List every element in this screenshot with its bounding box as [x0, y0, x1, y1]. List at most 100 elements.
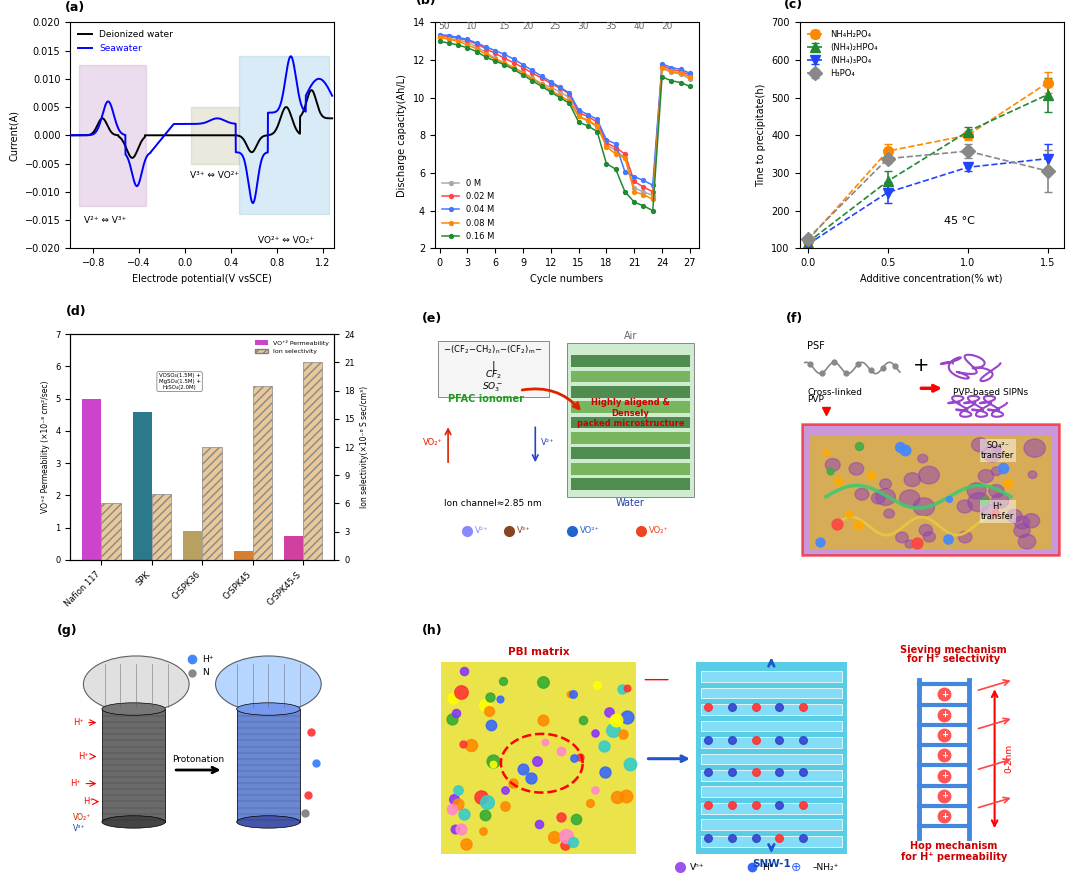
0.02 M — [646, 186, 659, 197]
Text: $\mathdefault{-(CF_2\!-\!CH_2)_n\!-\!(CF_2)_m\!-}$: $\mathdefault{-(CF_2\!-\!CH_2)_n\!-\!(CF… — [443, 343, 543, 356]
0 M — [461, 37, 474, 47]
0 M — [443, 33, 456, 44]
Text: Ion channel≈2.85 nm: Ion channel≈2.85 nm — [444, 499, 542, 508]
Text: H⁺: H⁺ — [78, 752, 89, 761]
0.02 M — [599, 138, 612, 148]
Text: H⁺: H⁺ — [70, 779, 81, 788]
0 M — [684, 73, 697, 84]
Bar — [701, 770, 842, 780]
Circle shape — [978, 469, 994, 483]
Circle shape — [1024, 439, 1045, 457]
0.02 M — [516, 63, 529, 73]
Line: Seawater: Seawater — [70, 56, 333, 203]
Line: Deionized water: Deionized water — [70, 90, 333, 158]
0.16 M — [619, 186, 632, 197]
Text: (b): (b) — [416, 0, 437, 7]
0.04 M — [563, 88, 576, 98]
Text: 20: 20 — [522, 22, 534, 31]
Line: 0.08 M: 0.08 M — [437, 36, 692, 201]
Text: Protonation: Protonation — [173, 755, 225, 764]
0 M — [581, 116, 594, 127]
Seawater — [176, 119, 189, 130]
Legend: VO⁺² Permeability, Ion selectivity: VO⁺² Permeability, Ion selectivity — [253, 337, 332, 357]
0.02 M — [470, 38, 483, 49]
Bar — [701, 754, 842, 764]
0.02 M — [488, 48, 501, 59]
Bar — [303, 362, 323, 560]
0.04 M — [581, 109, 594, 120]
0.04 M — [684, 68, 697, 79]
Circle shape — [880, 479, 891, 489]
Text: Air: Air — [624, 331, 637, 341]
Bar — [191, 107, 239, 164]
Bar — [184, 531, 202, 560]
0 M — [470, 41, 483, 52]
Text: 0-2nm: 0-2nm — [1004, 744, 1013, 773]
Ellipse shape — [237, 703, 300, 715]
Deionized water — [305, 85, 318, 96]
0 M — [619, 153, 632, 164]
Bar — [571, 478, 690, 490]
Deionized water — [164, 130, 177, 140]
0.08 M — [637, 190, 650, 200]
0.04 M — [674, 64, 687, 75]
Text: +: + — [941, 730, 948, 739]
Text: +: + — [913, 356, 930, 375]
Text: 30: 30 — [578, 22, 589, 31]
0.08 M — [627, 186, 640, 197]
0.04 M — [646, 180, 659, 190]
0.08 M — [508, 63, 521, 73]
0 M — [535, 78, 548, 89]
Circle shape — [1018, 534, 1036, 549]
0.08 M — [480, 49, 492, 60]
0 M — [508, 63, 521, 73]
0.16 M — [572, 117, 585, 128]
Circle shape — [968, 493, 990, 511]
Circle shape — [883, 509, 894, 519]
Circle shape — [1023, 514, 1040, 527]
X-axis label: Additive concentration(% wt): Additive concentration(% wt) — [861, 274, 1003, 283]
0.02 M — [498, 53, 511, 63]
Line: 0.02 M: 0.02 M — [437, 34, 692, 194]
Text: 10: 10 — [467, 22, 477, 31]
Circle shape — [989, 485, 1004, 498]
0.02 M — [451, 33, 464, 44]
Bar — [571, 417, 690, 428]
Text: PVP: PVP — [808, 395, 824, 404]
Circle shape — [900, 490, 920, 507]
Circle shape — [923, 532, 935, 542]
0.16 M — [508, 64, 521, 75]
Bar — [284, 536, 303, 560]
Circle shape — [991, 493, 1009, 508]
0.08 M — [535, 79, 548, 89]
Bar — [571, 448, 690, 460]
0.16 M — [535, 81, 548, 92]
Circle shape — [982, 505, 999, 519]
Legend: NH₄H₂PO₄, (NH₄)₂HPO₄, (NH₄)₃PO₄, H₃PO₄: NH₄H₂PO₄, (NH₄)₂HPO₄, (NH₄)₃PO₄, H₃PO₄ — [804, 27, 881, 81]
0.02 M — [461, 35, 474, 46]
Text: VO₂⁺: VO₂⁺ — [422, 438, 443, 447]
Bar — [253, 386, 272, 560]
0.04 M — [526, 65, 539, 76]
0.02 M — [433, 30, 446, 41]
Text: 45 °C: 45 °C — [944, 215, 974, 226]
0.04 M — [488, 46, 501, 56]
0.02 M — [609, 142, 622, 153]
Circle shape — [876, 489, 895, 505]
Text: H⁺: H⁺ — [202, 654, 214, 664]
0.08 M — [563, 96, 576, 106]
0.16 M — [461, 42, 474, 53]
0.04 M — [554, 82, 567, 93]
Seawater — [321, 81, 334, 92]
Text: V²⁺: V²⁺ — [474, 526, 488, 536]
Bar — [701, 671, 842, 682]
0.16 M — [498, 59, 511, 70]
Line: 0 M: 0 M — [437, 36, 692, 198]
0.04 M — [451, 32, 464, 43]
Text: VO²⁺: VO²⁺ — [580, 526, 600, 536]
Text: Highly aligend &
Densely
packed microstructure: Highly aligend & Densely packed microstr… — [577, 398, 685, 428]
0.08 M — [470, 43, 483, 54]
Bar — [80, 64, 146, 206]
0.04 M — [516, 59, 529, 70]
Text: $|$: $|$ — [491, 358, 495, 373]
